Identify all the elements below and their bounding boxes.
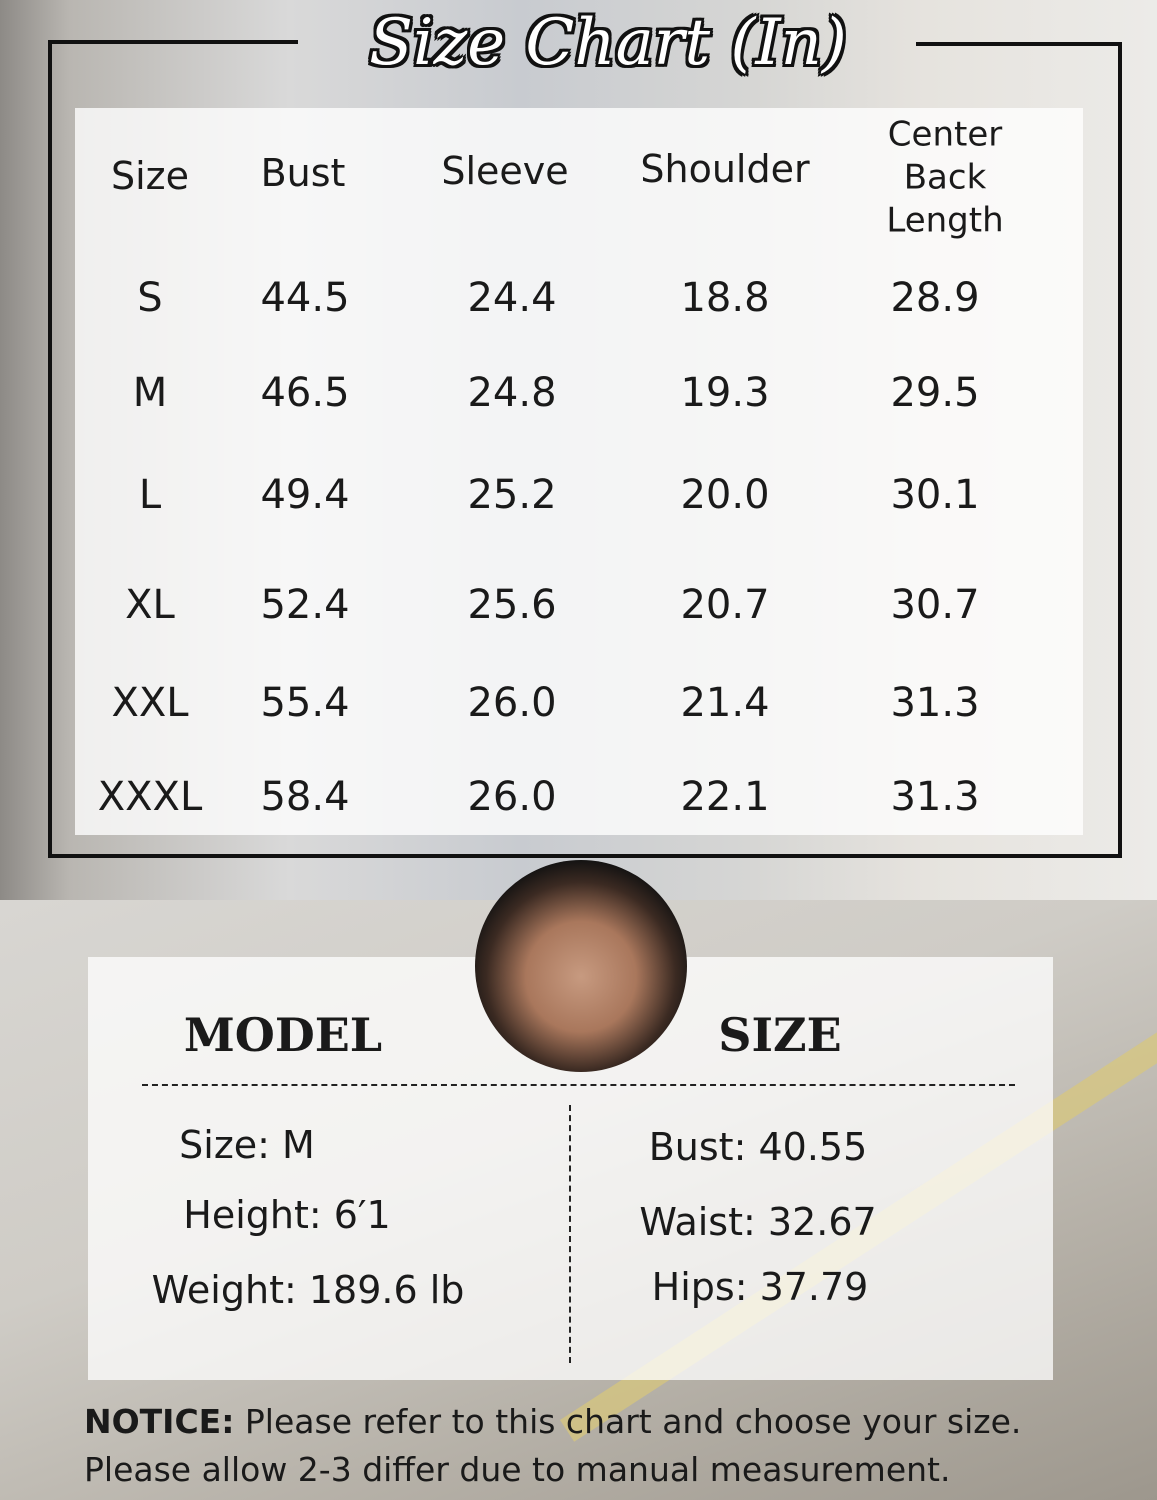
cell-shoulder: 18.8 xyxy=(680,275,770,321)
model-heading: MODEL xyxy=(183,1008,383,1062)
cell-sleeve: 26.0 xyxy=(467,680,557,726)
header-line: Back xyxy=(903,157,987,198)
cell-size: XXL xyxy=(111,680,189,726)
cell-center-back-length: 29.5 xyxy=(890,370,980,416)
cell-size: M xyxy=(132,370,168,416)
cell-size: XL xyxy=(125,582,175,628)
notice-line-2: Please allow 2-3 differ due to manual me… xyxy=(84,1450,951,1489)
cell-sleeve: 25.2 xyxy=(467,472,557,518)
cell-shoulder: 20.7 xyxy=(680,582,770,628)
frame-top-left xyxy=(48,40,298,44)
notice-line-1: NOTICE: Please refer to this chart and c… xyxy=(84,1402,1021,1441)
cell-sleeve: 26.0 xyxy=(467,774,557,820)
model-bust: Bust: 40.55 xyxy=(648,1125,868,1169)
size-heading: SIZE xyxy=(718,1008,842,1062)
cell-bust: 52.4 xyxy=(260,582,350,628)
header-sleeve: Sleeve xyxy=(441,149,569,193)
cell-center-back-length: 31.3 xyxy=(890,680,980,726)
model-waist: Waist: 32.67 xyxy=(639,1200,877,1244)
dashed-divider xyxy=(142,1084,1015,1086)
cell-bust: 55.4 xyxy=(260,680,350,726)
cell-bust: 46.5 xyxy=(260,370,350,416)
notice-label: NOTICE: xyxy=(84,1402,235,1441)
model-hips: Hips: 37.79 xyxy=(651,1265,869,1309)
frame-top-right xyxy=(916,42,1118,46)
cell-shoulder: 20.0 xyxy=(680,472,770,518)
cell-sleeve: 24.8 xyxy=(467,370,557,416)
size-table-panel xyxy=(75,108,1083,835)
cell-shoulder: 19.3 xyxy=(680,370,770,416)
model-photo xyxy=(475,860,687,1072)
header-center-back-length: Center Back Length xyxy=(886,114,1003,243)
notice-text: Please refer to this chart and choose yo… xyxy=(234,1402,1022,1441)
cell-shoulder: 22.1 xyxy=(680,774,770,820)
header-shoulder: Shoulder xyxy=(640,147,810,191)
cell-center-back-length: 30.1 xyxy=(890,472,980,518)
cell-bust: 44.5 xyxy=(260,275,350,321)
cell-shoulder: 21.4 xyxy=(680,680,770,726)
cell-center-back-length: 28.9 xyxy=(890,275,980,321)
cell-sleeve: 25.6 xyxy=(467,582,557,628)
model-height: Height: 6′1 xyxy=(183,1193,391,1237)
cell-size: L xyxy=(138,472,162,518)
cell-sleeve: 24.4 xyxy=(467,275,557,321)
cell-center-back-length: 30.7 xyxy=(890,582,980,628)
header-line: Length xyxy=(886,200,1004,241)
dashed-divider-vertical xyxy=(569,1105,571,1363)
cell-size: XXXL xyxy=(97,774,203,820)
cell-center-back-length: 31.3 xyxy=(890,774,980,820)
cell-bust: 58.4 xyxy=(260,774,350,820)
table-frame xyxy=(48,42,1122,858)
cell-size: S xyxy=(137,275,163,321)
header-bust: Bust xyxy=(260,151,346,195)
cell-bust: 49.4 xyxy=(260,472,350,518)
header-line: Center xyxy=(887,114,1003,155)
model-size: Size: M xyxy=(179,1123,315,1167)
header-size: Size xyxy=(110,154,190,198)
model-weight: Weight: 189.6 lb xyxy=(151,1268,465,1312)
chart-title: Size Chart (In) xyxy=(369,6,847,80)
